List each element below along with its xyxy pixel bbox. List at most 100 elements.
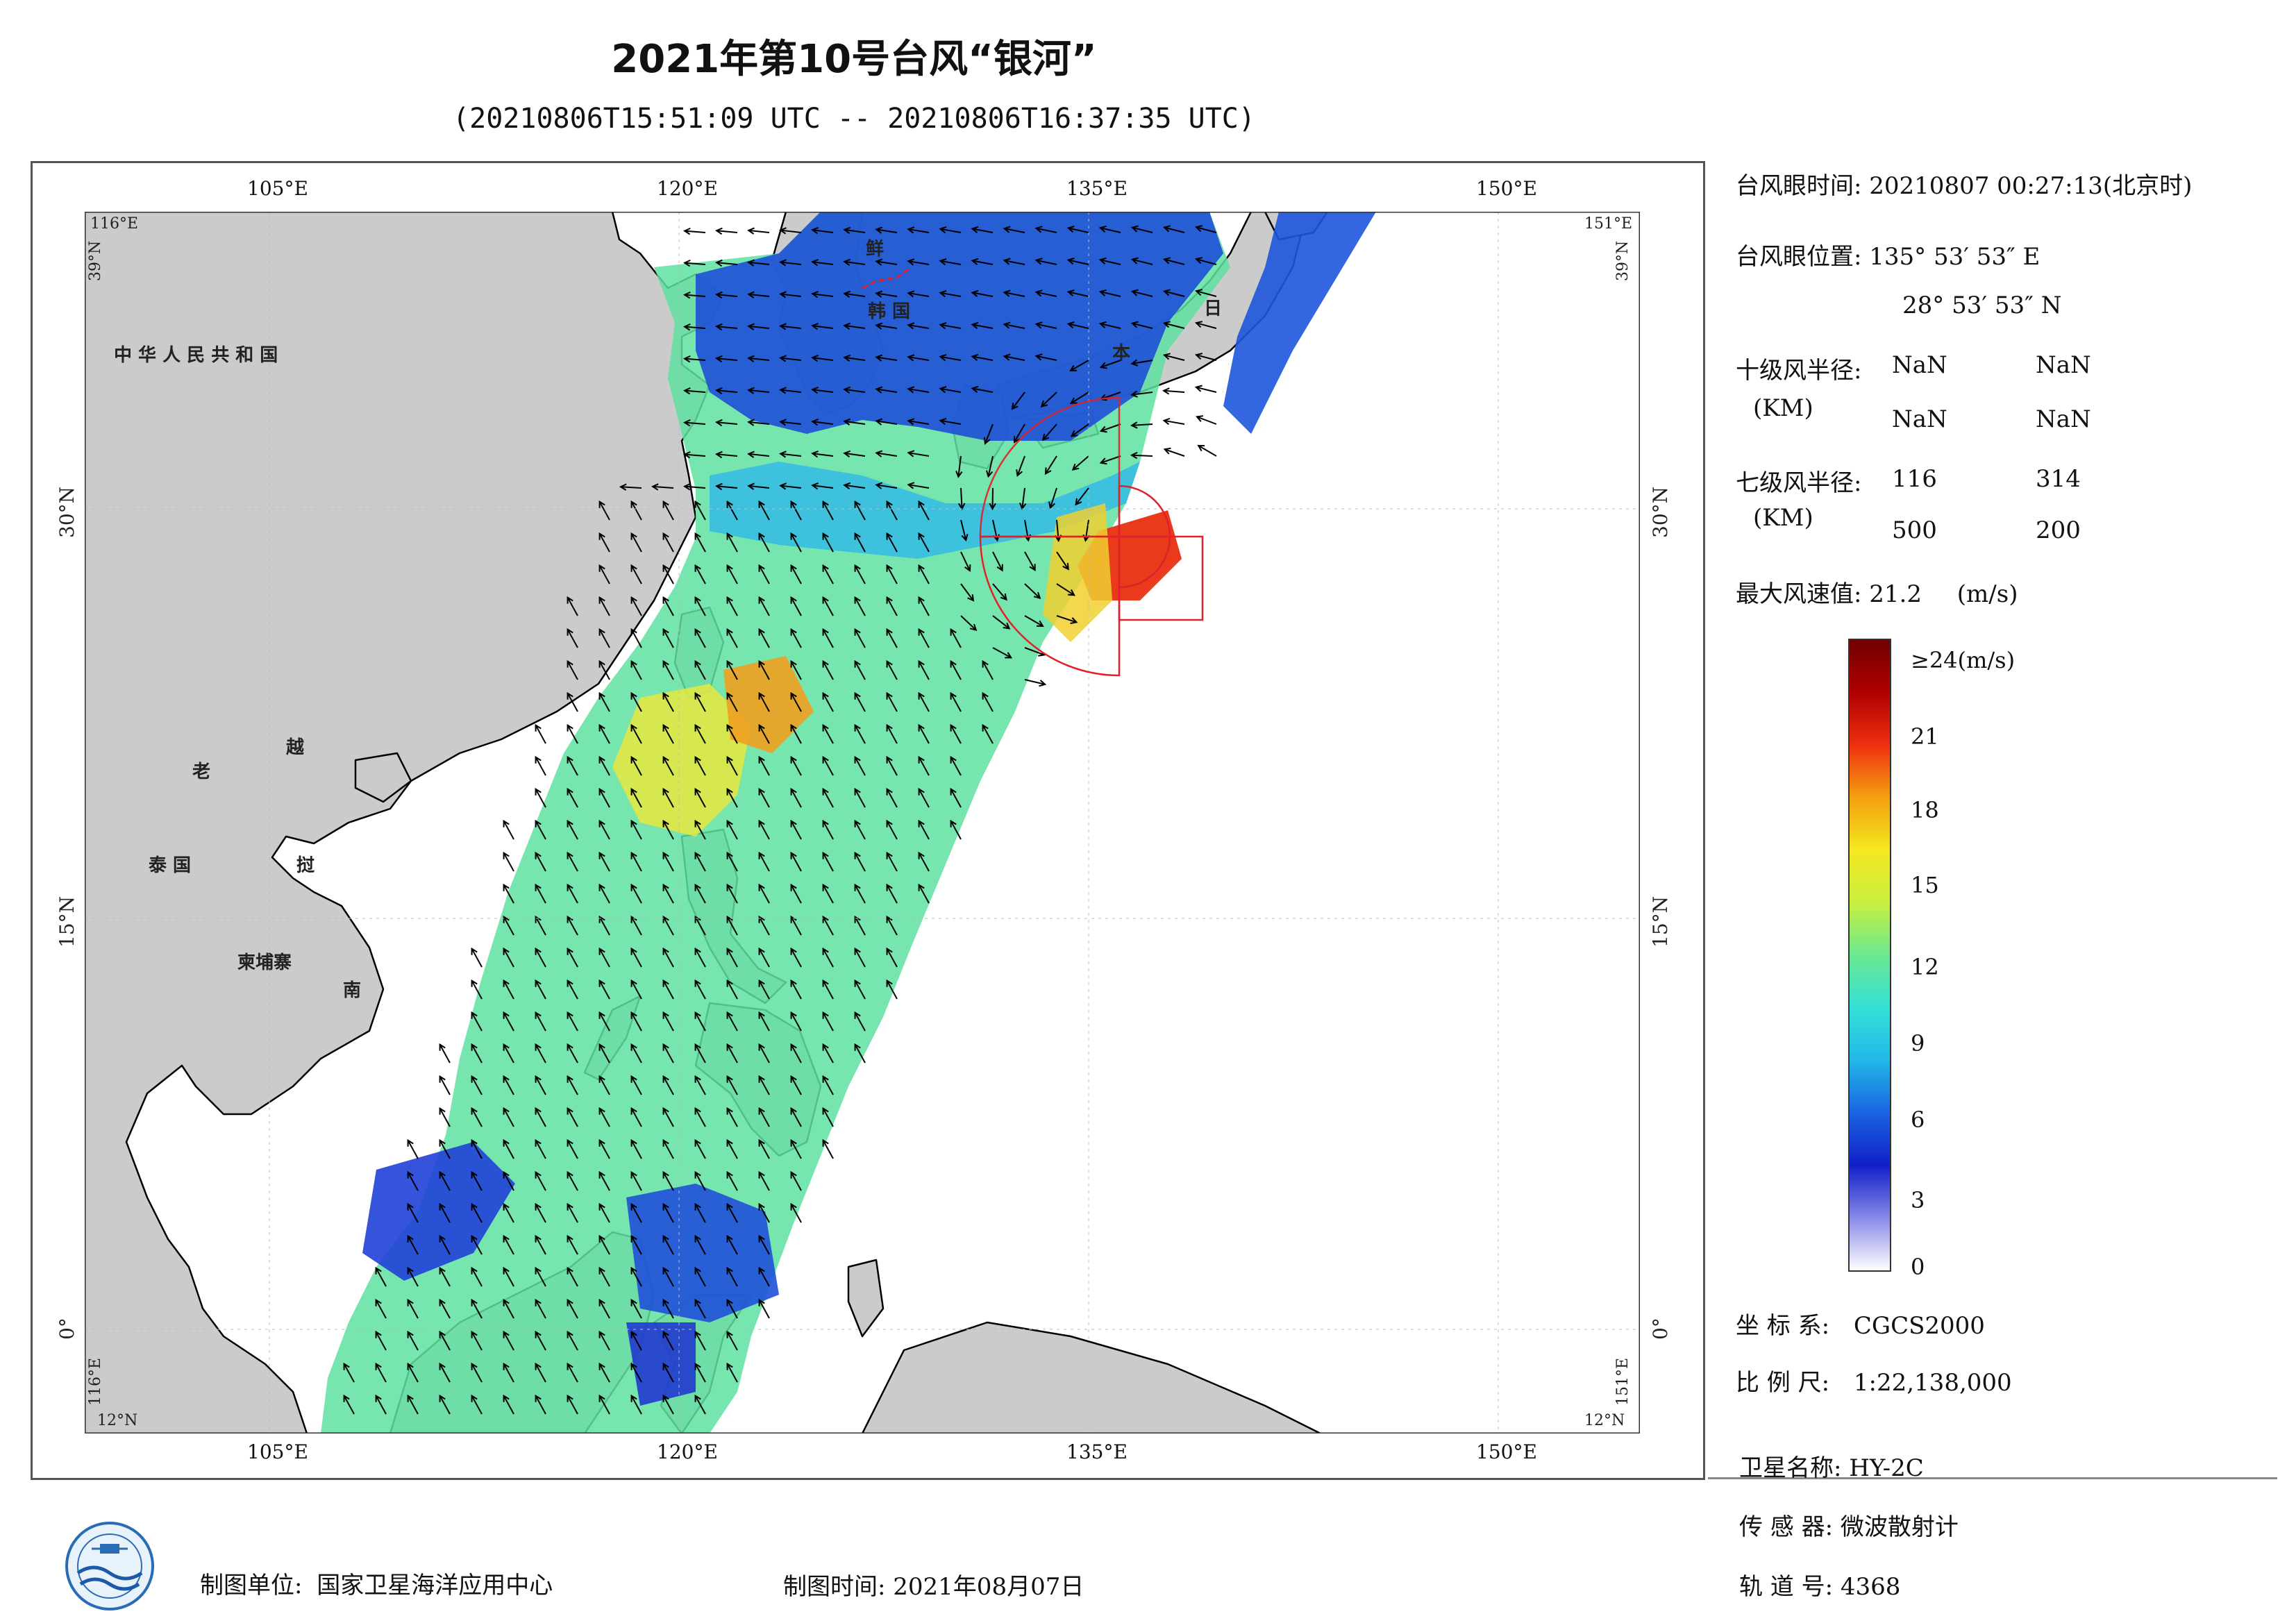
wind-arrow: [812, 293, 834, 297]
wind-arrow-head: [503, 1298, 510, 1306]
wind-arrow-head: [535, 787, 542, 796]
wind-arrow: [503, 1363, 514, 1383]
wind-arrow-head: [630, 1202, 637, 1211]
wind-arrow-head: [939, 258, 947, 266]
wind-arrow-head: [662, 851, 669, 859]
wind-arrow: [717, 230, 738, 233]
wind-arrow-head: [1194, 321, 1203, 328]
wind-arrow-head: [567, 1362, 573, 1370]
lon-tick: 105°E: [247, 177, 308, 200]
wind-arrow: [822, 821, 834, 840]
wind-arrow: [992, 583, 1007, 600]
wind-arrow-head: [662, 915, 669, 923]
wind-arrow: [758, 757, 770, 776]
wind-arrow: [780, 293, 802, 297]
wind-arrow: [694, 1300, 706, 1319]
wind-arrow-head: [779, 419, 787, 426]
wind-arrow: [567, 916, 578, 936]
wind-arrow-head: [1075, 498, 1082, 506]
wind-arrow-head: [822, 979, 829, 987]
wind-arrow: [630, 629, 642, 648]
wind-radius-quadrants: [979, 396, 1204, 677]
wind-arrow-head: [503, 1202, 510, 1211]
wind-arrow: [844, 452, 866, 457]
wind-arrow-head: [875, 322, 883, 330]
wind-arrow: [758, 1044, 770, 1063]
wind-arrow: [918, 533, 930, 553]
wind-arrow-head: [630, 532, 637, 540]
wind-arrow: [758, 533, 770, 553]
wind-arrow: [758, 980, 770, 1000]
wind-arrow-head: [407, 1394, 414, 1402]
wind-arrow-head: [1040, 400, 1048, 408]
land-halmahera: [847, 1259, 885, 1338]
wind-arrow: [854, 789, 866, 808]
wind-arrow: [844, 260, 866, 265]
wind-arrow-head: [471, 1170, 478, 1179]
wind-arrow-head: [918, 500, 925, 508]
wind-arrow-head: [662, 564, 669, 572]
wind-arrow: [726, 565, 738, 585]
wind-arrow: [471, 1044, 483, 1063]
wind-arrow-head: [375, 1394, 382, 1402]
wind-arrow-head: [971, 385, 979, 393]
wind-arrow-head: [886, 883, 893, 891]
wind-arrow: [694, 661, 706, 680]
place-labels: 中 华 人 民 共 和 国 鲜 韩 国 日 本 老 越 挝 泰 国 柬埔寨 南: [114, 239, 1222, 1001]
wind-arrow-head: [790, 1170, 797, 1179]
r7-unit: (KM): [1753, 504, 1813, 532]
wind-arrow: [662, 1363, 674, 1383]
wind-arrow: [822, 757, 834, 776]
wind-arrow-head: [907, 226, 915, 234]
wind-arrow: [918, 597, 930, 616]
wind-arrow: [950, 629, 962, 648]
wind-arrow: [630, 501, 642, 521]
wind-arrow-head: [1048, 501, 1055, 510]
wind-arrow: [598, 1012, 610, 1032]
wind-arrow: [854, 821, 866, 840]
wind-arrow-head: [918, 628, 925, 636]
wind-arrow: [972, 323, 994, 329]
wind-arrow: [854, 661, 866, 680]
wind-arrow-head: [747, 259, 755, 267]
wind-arrow: [630, 1044, 642, 1063]
wind-arrow-head: [843, 290, 851, 298]
wind-arrow-head: [918, 564, 925, 572]
wind-arrow-head: [790, 691, 797, 700]
wind-arrow-head: [950, 691, 957, 700]
eye-pos-label: 台风眼位置:: [1736, 243, 1862, 271]
wind-arrow: [1016, 455, 1025, 476]
wind-arrow: [694, 501, 706, 521]
wind-arrow: [630, 789, 642, 808]
wind-arrow-head: [715, 227, 723, 235]
wind-field-map[interactable]: 中 华 人 民 共 和 国 鲜 韩 国 日 本 老 越 挝 泰 国 柬埔寨 南 …: [85, 212, 1640, 1433]
swath-yellow-taiwan: [612, 684, 751, 836]
wind-arrow: [1100, 455, 1121, 464]
wind-arrow: [503, 1268, 514, 1287]
wind-arrow: [503, 884, 514, 904]
wind-arrow: [662, 725, 674, 744]
wind-arrow: [1132, 360, 1153, 364]
wind-arrow: [886, 916, 898, 936]
wind-arrow-head: [758, 819, 765, 827]
wind-arrow: [790, 1044, 802, 1063]
wind-arrow: [630, 1108, 642, 1127]
wind-arrow: [726, 1236, 738, 1255]
wind-arrow-head: [854, 979, 861, 987]
production-time-row: 制图时间: 2021年08月07日: [783, 1567, 1084, 1601]
wind-arrow: [972, 292, 994, 297]
wind-arrow: [1196, 386, 1217, 393]
wind-arrow-head: [662, 1107, 669, 1115]
wind-arrow-head: [630, 787, 637, 796]
wind-arrow-head: [630, 1394, 637, 1402]
wind-arrow-head: [875, 450, 883, 457]
wind-arrow-head: [567, 819, 573, 827]
wind-arrow-head: [822, 1043, 829, 1051]
r7-label: 七级风半径:: [1736, 469, 1862, 497]
wind-arrow: [972, 387, 994, 393]
wind-arrow-head: [715, 323, 723, 331]
wind-arrow-head: [598, 1330, 605, 1338]
wind-arrow-head: [726, 1138, 733, 1147]
wind-arrow-head: [662, 1298, 669, 1306]
wind-arrow-head: [694, 532, 701, 540]
